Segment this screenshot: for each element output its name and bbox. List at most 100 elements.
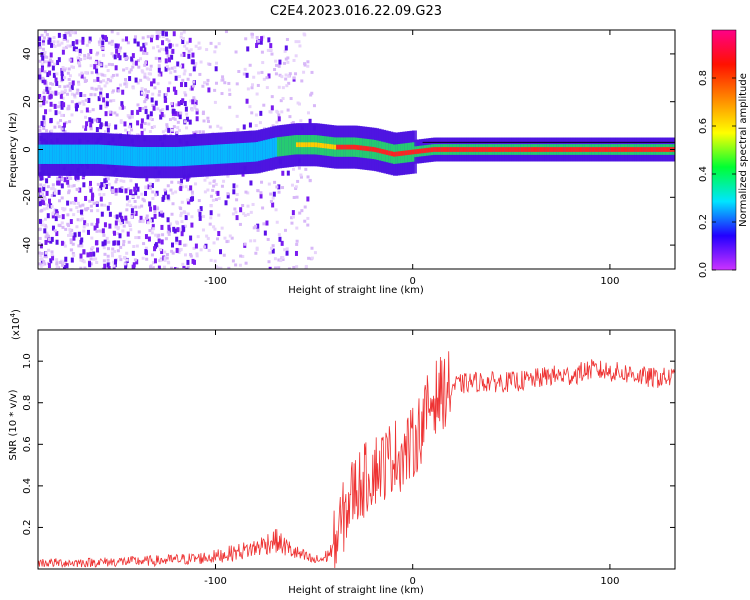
spectrogram-noise-cell bbox=[223, 81, 227, 85]
spectrogram-noise-cell bbox=[64, 31, 68, 35]
spectrogram-noise-cell bbox=[89, 122, 93, 128]
spectrogram-noise-cell bbox=[286, 60, 290, 64]
spectrogram-noise-cell bbox=[50, 42, 54, 48]
spectrogram-noise-cell bbox=[137, 65, 141, 69]
spectrogram-noise-cell bbox=[74, 31, 78, 35]
spectrogram-noise-cell bbox=[198, 72, 202, 76]
spectrogram-noise-cell bbox=[290, 221, 294, 225]
spectrogram-noise-cell bbox=[268, 110, 272, 114]
spectrogram-noise-cell bbox=[70, 92, 74, 96]
spectrogram-noise-cell bbox=[167, 67, 171, 71]
spectrogram-noise-cell bbox=[83, 220, 87, 226]
spectrogram-noise-cell bbox=[287, 267, 291, 269]
spectrogram-noise-cell bbox=[68, 74, 72, 78]
spectrogram-noise-cell bbox=[134, 190, 138, 196]
spectrogram-noise-cell bbox=[62, 37, 66, 41]
spectrogram-noise-cell bbox=[75, 225, 79, 229]
spectrogram-noise-cell bbox=[107, 62, 111, 66]
spectrogram-noise-cell bbox=[206, 119, 210, 123]
spectrogram-noise-cell bbox=[155, 34, 159, 40]
spectrogram-noise-cell bbox=[177, 180, 181, 184]
spectrogram-noise-cell bbox=[184, 82, 188, 88]
spectrogram-noise-cell bbox=[254, 124, 258, 128]
spectrogram-noise-cell bbox=[94, 87, 98, 91]
spectrogram-noise-cell bbox=[125, 258, 129, 262]
spectrogram-noise-cell bbox=[219, 249, 223, 255]
spectrogram-noise-cell bbox=[42, 184, 46, 188]
spectrogram-noise-cell bbox=[258, 121, 262, 125]
spectrogram-noise-cell bbox=[297, 40, 301, 44]
spectrogram-noise-cell bbox=[170, 128, 174, 132]
spectrogram-noise-cell bbox=[99, 37, 103, 41]
spectrogram-noise-cell bbox=[51, 255, 55, 261]
spectrogram-noise-cell bbox=[118, 255, 122, 259]
spectrogram-noise-cell bbox=[163, 97, 167, 103]
spectrogram-noise-cell bbox=[106, 205, 110, 211]
spectrogram-noise-cell bbox=[298, 44, 302, 48]
spectrogram-noise-cell bbox=[46, 203, 50, 207]
spectrogram-noise-cell bbox=[214, 66, 218, 72]
spectrogram-noise-cell bbox=[185, 112, 189, 116]
spectrogram-noise-cell bbox=[203, 178, 207, 182]
spectrogram-noise-cell bbox=[55, 239, 59, 245]
spectrogram-noise-cell bbox=[275, 120, 279, 124]
spectrogram-noise-cell bbox=[102, 79, 106, 83]
spectrogram-noise-cell bbox=[158, 211, 162, 217]
spectrogram-noise-cell bbox=[153, 210, 157, 214]
spectrogram-noise-cell bbox=[192, 96, 196, 100]
spectrogram-noise-cell bbox=[167, 227, 171, 233]
spectrogram-noise-cell bbox=[60, 104, 64, 110]
spectrogram-noise-cell bbox=[203, 245, 207, 249]
spectrogram-noise-cell bbox=[116, 249, 120, 253]
spectrogram-noise-cell bbox=[198, 130, 202, 134]
spectrogram-noise-cell bbox=[269, 192, 273, 196]
spectrogram-noise-cell bbox=[79, 258, 83, 262]
spectrogram-noise-cell bbox=[157, 265, 161, 269]
spectrogram-noise-cell bbox=[48, 108, 52, 112]
spectrogram-noise-cell bbox=[115, 48, 119, 54]
spectrogram-noise-cell bbox=[56, 121, 60, 125]
spectrogram-noise-cell bbox=[261, 61, 265, 65]
spectrogram-noise-cell bbox=[255, 247, 259, 251]
spectrogram-noise-cell bbox=[109, 79, 113, 83]
spectrogram-noise-cell bbox=[57, 91, 61, 95]
spectrogram-noise-cell bbox=[295, 265, 299, 269]
spectrogram-noise-cell bbox=[43, 224, 47, 228]
spectrogram-noise-cell bbox=[63, 177, 67, 183]
spectrogram-noise-cell bbox=[112, 264, 116, 268]
spectrogram-noise-cell bbox=[99, 80, 103, 84]
spectrogram-noise-cell bbox=[62, 122, 66, 128]
spectrogram-noise-cell bbox=[176, 221, 180, 225]
spectrogram-noise-cell bbox=[51, 225, 55, 231]
spectrogram-noise-cell bbox=[98, 43, 102, 47]
spectrogram-noise-cell bbox=[125, 36, 129, 42]
spectrogram-noise-cell bbox=[253, 239, 257, 243]
spectrogram-noise-cell bbox=[310, 256, 314, 260]
spectrogram-noise-cell bbox=[77, 57, 81, 63]
spectrogram-noise-cell bbox=[134, 210, 138, 216]
spectrogram-noise-cell bbox=[99, 196, 103, 202]
spectrogram-noise-cell bbox=[145, 214, 149, 218]
spectrogram-noise-cell bbox=[165, 125, 169, 129]
spectrogram-noise-cell bbox=[114, 43, 118, 49]
spectrogram-noise-cell bbox=[136, 120, 140, 126]
spectrogram-noise-cell bbox=[98, 192, 102, 196]
spectrogram-noise-cell bbox=[163, 256, 167, 260]
spectrogram-noise-cell bbox=[42, 42, 46, 46]
spectrogram-noise-cell bbox=[154, 100, 158, 106]
spectrogram-noise-cell bbox=[82, 249, 86, 255]
spectrogram-noise-cell bbox=[291, 210, 295, 216]
spectrogram-noise-cell bbox=[81, 203, 85, 207]
spectrogram-noise-cell bbox=[114, 220, 118, 226]
spectrogram-noise-cell bbox=[81, 39, 85, 45]
spectrogram-noise-cell bbox=[134, 77, 138, 83]
spectrogram-noise-cell bbox=[82, 225, 86, 229]
snr-panel: -100 0 100 0.2 0.4 0.6 0.8 1.0 Height of straig… bbox=[8, 309, 676, 596]
spectrogram-noise-cell bbox=[231, 259, 235, 263]
spectrogram-noise-cell bbox=[96, 247, 100, 253]
spectrogram-noise-cell bbox=[163, 250, 167, 254]
spectrogram-noise-cell bbox=[57, 189, 61, 195]
spectrogram-noise-cell bbox=[60, 101, 64, 107]
spectrogram-noise-cell bbox=[69, 177, 73, 181]
spectrogram-noise-cell bbox=[72, 213, 76, 217]
